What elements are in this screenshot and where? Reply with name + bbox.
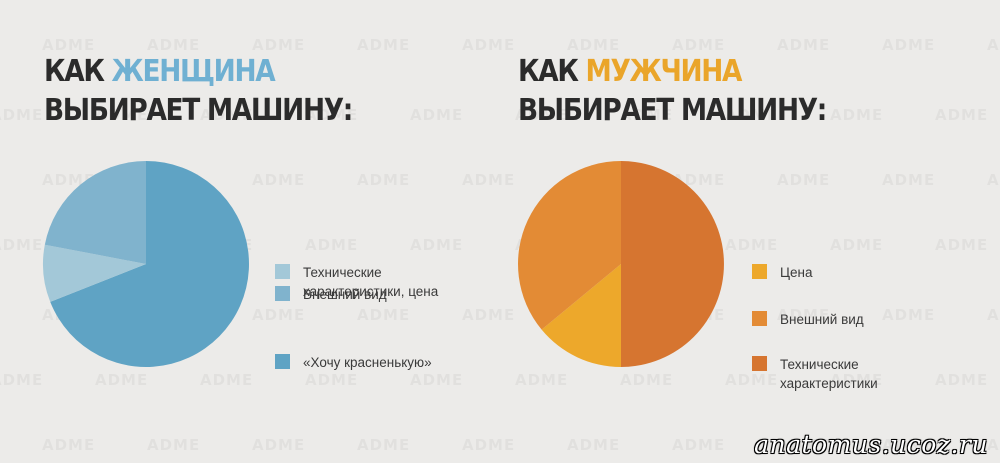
legend-swatch [752, 311, 767, 326]
watermark-text: ADME [830, 236, 883, 254]
pie-chart-women [42, 160, 249, 367]
watermark-text: ADME [987, 436, 1000, 454]
pie-slice [621, 161, 724, 367]
watermark-text: ADME [410, 106, 463, 124]
legend-label: «Хочу красненькую» [303, 355, 432, 370]
legend-swatch [275, 286, 290, 301]
legend-women: Технические характеристики, цена Внешний … [275, 263, 495, 383]
watermark-text: ADME [987, 306, 1000, 324]
legend-item: Цена [752, 263, 972, 282]
title-line1-women: КАК ЖЕНЩИНА [44, 52, 276, 92]
watermark-text: ADME [357, 171, 410, 189]
watermark-text: ADME [725, 236, 778, 254]
watermark-text: ADME [567, 436, 620, 454]
watermark-text: ADME [147, 436, 200, 454]
watermark-text: ADME [777, 171, 830, 189]
watermark-text: ADME [305, 236, 358, 254]
site-credit: anatomus.ucoz.ru [754, 430, 988, 459]
title-prefix: КАК [518, 54, 579, 89]
watermark-text: ADME [357, 436, 410, 454]
watermark-text: ADME [672, 436, 725, 454]
watermark-text: ADME [515, 371, 568, 389]
title-line1-men: КАК МУЖЧИНА [518, 52, 743, 92]
watermark-text: ADME [252, 436, 305, 454]
watermark-text: ADME [42, 436, 95, 454]
legend-label: Технические характеристики [780, 357, 878, 391]
legend-item: «Хочу красненькую» [275, 353, 495, 372]
watermark-text: ADME [935, 106, 988, 124]
pie-slice [50, 161, 249, 367]
legend-label: Внешний вид [780, 312, 864, 327]
legend-label: Внешний вид [303, 287, 387, 302]
legend-item: Внешний вид [752, 310, 972, 329]
title-line2-women: ВЫБИРАЕТ МАШИНУ: [44, 93, 353, 128]
pie-chart-men [518, 161, 724, 367]
watermark-text: ADME [830, 106, 883, 124]
legend-swatch [752, 356, 767, 371]
legend-swatch [275, 354, 290, 369]
watermark-text: ADME [987, 36, 1000, 54]
title-line2-men: ВЫБИРАЕТ МАШИНУ: [518, 93, 827, 128]
watermark-text: ADME [882, 171, 935, 189]
watermark-text: ADME [252, 171, 305, 189]
watermark-text: ADME [882, 36, 935, 54]
title-prefix: КАК [44, 54, 105, 89]
legend-label: Цена [780, 265, 813, 280]
watermark-text: ADME [462, 36, 515, 54]
watermark-text: ADME [935, 236, 988, 254]
watermark-text: ADME [620, 371, 673, 389]
legend-swatch [275, 264, 290, 279]
title-highlight-men: МУЖЧИНА [585, 54, 743, 89]
title-highlight-women: ЖЕНЩИНА [111, 54, 276, 89]
watermark-text: ADME [200, 371, 253, 389]
watermark-text: ADME [410, 236, 463, 254]
watermark-text: ADME [0, 236, 43, 254]
legend-item: Технические характеристики [752, 355, 972, 393]
legend-swatch [752, 264, 767, 279]
watermark-text: ADME [0, 371, 43, 389]
pie-slice [541, 264, 621, 367]
watermark-text: ADME [987, 171, 1000, 189]
legend-label: Технические характеристики, цена [303, 265, 439, 299]
legend-item: Технические характеристики, цена [275, 263, 495, 301]
pie-slice [42, 244, 146, 302]
legend-item: Внешний вид [275, 285, 495, 304]
watermark-text: ADME [462, 171, 515, 189]
watermark-text: ADME [462, 436, 515, 454]
watermark-text: ADME [95, 371, 148, 389]
watermark-text: ADME [777, 36, 830, 54]
pie-slice [518, 161, 621, 330]
watermark-text: ADME [357, 36, 410, 54]
legend-men: Цена Внешний вид Технические характеристик… [752, 263, 972, 393]
watermark-text: ADME [0, 106, 43, 124]
pie-slice [44, 160, 146, 264]
